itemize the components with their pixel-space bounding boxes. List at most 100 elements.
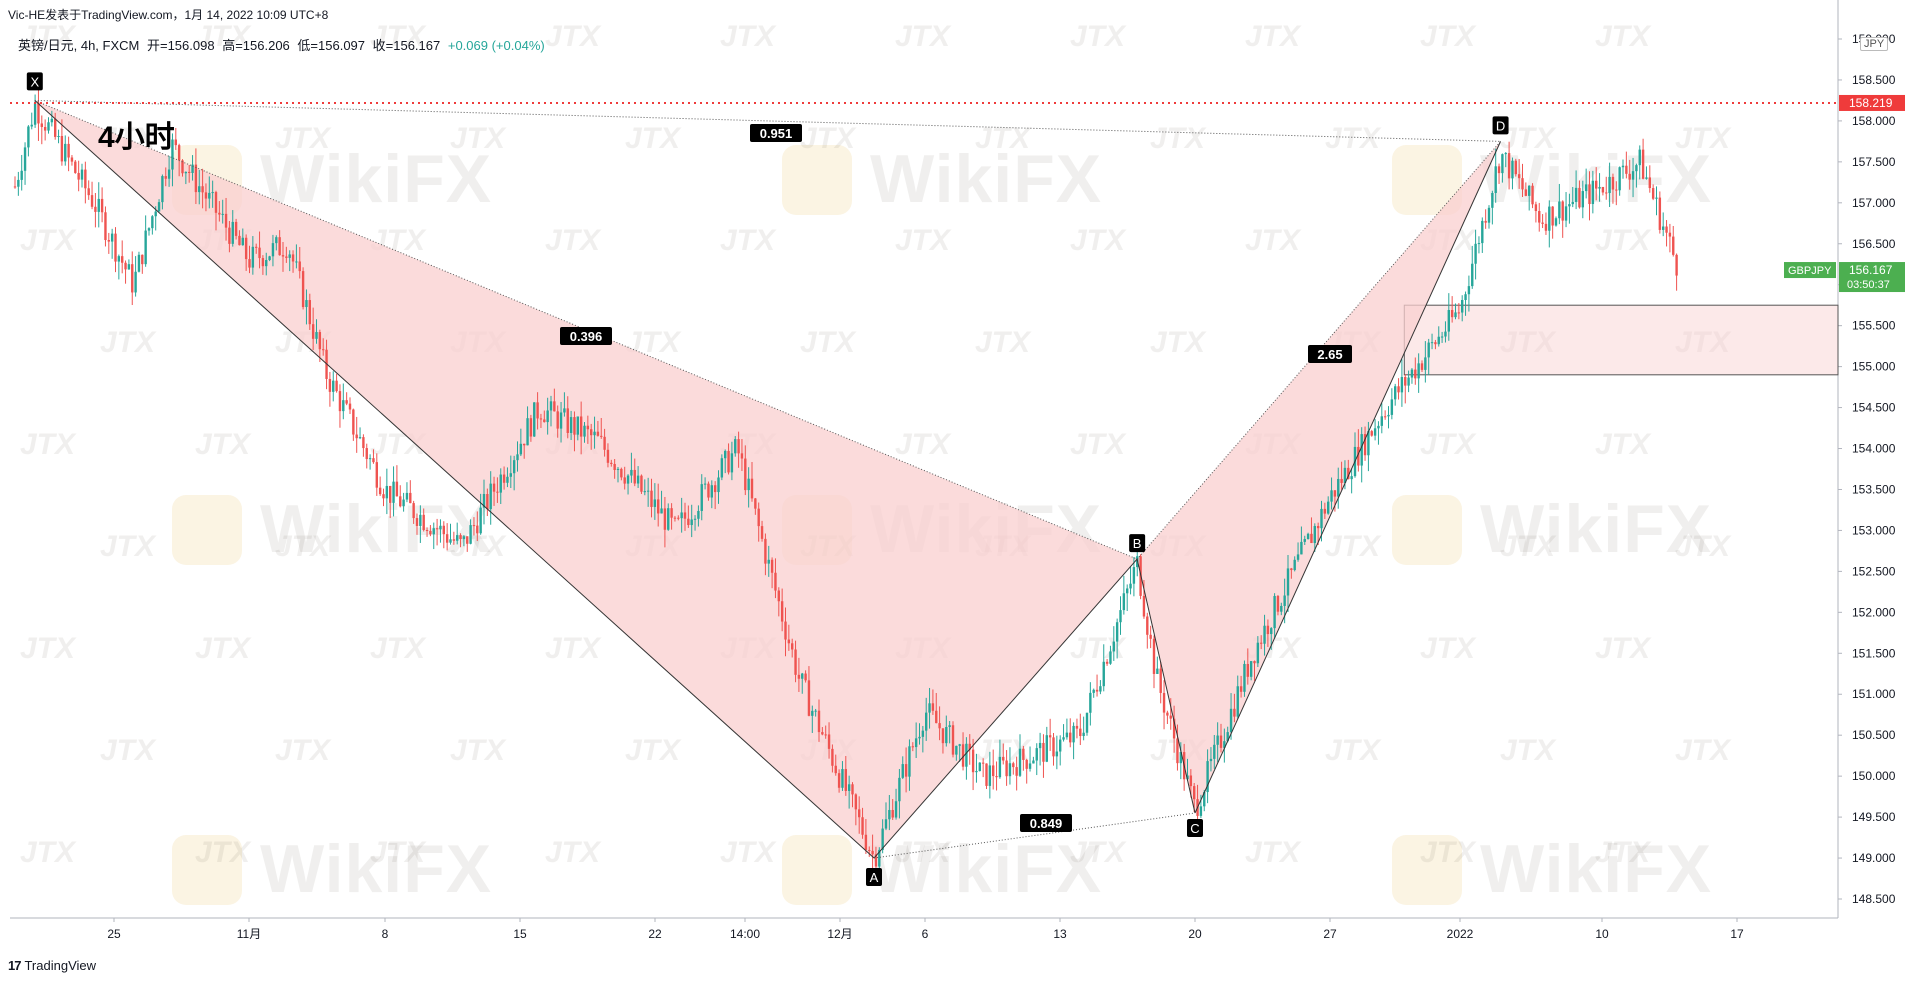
candle-body [757, 508, 760, 527]
candle-body [1424, 357, 1427, 370]
candle-body [496, 491, 499, 493]
candle-body [881, 828, 884, 850]
candle-body [1206, 761, 1209, 793]
candle-body [1072, 725, 1075, 743]
candle-body [1055, 751, 1059, 757]
candle-body [1280, 605, 1283, 612]
candle-body [777, 590, 780, 602]
candle-body [1327, 501, 1330, 514]
candle-body [104, 212, 107, 241]
candle-body [1159, 668, 1162, 693]
time-tick-label: 8 [382, 927, 389, 941]
candle-body [1038, 742, 1042, 749]
candle-body [1085, 712, 1089, 733]
time-tick-label: 10 [1595, 927, 1609, 941]
candle-body [613, 463, 616, 470]
timeframe-annotation[interactable]: 4小时 [98, 121, 175, 154]
candle-body [874, 854, 878, 867]
candle-body [630, 469, 633, 476]
candle-body [1528, 185, 1531, 196]
candle-body [596, 431, 600, 436]
price-tick-label: 155.000 [1852, 360, 1896, 374]
candle-body [512, 460, 516, 474]
candle-body [911, 746, 914, 748]
candle-body [894, 801, 898, 818]
candle-body [157, 202, 161, 212]
candle-body [1471, 263, 1474, 287]
candle-body [864, 834, 868, 850]
candle-body [1420, 363, 1424, 370]
candle-body [17, 179, 20, 187]
candle-body [1099, 686, 1102, 692]
symbol-name[interactable]: 英镑/日元, 4h, FXCM [18, 38, 140, 53]
candle-body [1531, 185, 1534, 205]
candle-body [462, 536, 466, 540]
candle-body [670, 508, 673, 518]
price-tick-label: 151.000 [1852, 687, 1896, 701]
candle-body [1631, 171, 1635, 180]
candle-body [134, 271, 137, 293]
pattern-point-d: D [1496, 118, 1505, 133]
candle-body [724, 450, 727, 459]
candle-body [198, 186, 201, 193]
candle-body [801, 673, 804, 679]
candle-body [904, 764, 908, 777]
candle-body [1474, 243, 1477, 264]
candle-body [747, 478, 750, 491]
candle-body [131, 264, 134, 293]
candle-body [261, 258, 265, 267]
candle-body [1534, 204, 1538, 212]
candle-body [1414, 369, 1417, 379]
candle-body [1447, 310, 1450, 332]
candle-body [492, 483, 496, 492]
candle-body [27, 126, 30, 148]
candle-body [358, 437, 362, 439]
candle-body [921, 730, 925, 737]
candle-body [1286, 568, 1290, 596]
candle-body [251, 246, 255, 268]
ratio-box [1020, 814, 1072, 832]
candle-body [1075, 725, 1079, 729]
candle-body [1095, 689, 1099, 692]
currency-badge[interactable]: JPY [1860, 37, 1889, 51]
candle-body [1176, 738, 1179, 764]
candle-body [1588, 184, 1591, 205]
candle-body [526, 418, 529, 446]
time-tick-label: 15 [513, 927, 527, 941]
candle-body [1179, 752, 1182, 764]
candle-body [764, 538, 767, 564]
candle-body [389, 485, 392, 503]
candle-body [248, 259, 251, 268]
candle-body [1497, 166, 1501, 174]
candle-body [1514, 160, 1517, 175]
candle-body [1223, 741, 1226, 748]
tradingview-brand[interactable]: 17 TradingView [8, 958, 96, 973]
candle-body [700, 484, 703, 511]
candle-body [1450, 310, 1454, 318]
candle-body [697, 510, 700, 519]
candle-body [1507, 153, 1511, 179]
time-tick-label: 13 [1053, 927, 1067, 941]
candle-body [429, 530, 432, 535]
price-tick-label: 149.500 [1852, 810, 1896, 824]
ratio-label: 0.849 [1030, 816, 1063, 831]
candle-body [97, 198, 100, 212]
candle-body [1635, 165, 1638, 172]
price-tick-label: 149.000 [1852, 851, 1896, 865]
candle-body [1089, 692, 1092, 713]
candle-body [335, 380, 338, 392]
candle-body [1092, 689, 1095, 693]
candle-body [355, 434, 358, 439]
candle-body [707, 483, 710, 498]
candle-body [285, 256, 288, 258]
candle-body [981, 762, 985, 764]
symbol-legend[interactable]: 英镑/日元, 4h, FXCM 开=156.098 高=156.206 低=15… [18, 35, 549, 54]
candle-body [54, 118, 57, 137]
candle-body [1608, 176, 1611, 194]
candle-body [378, 487, 382, 495]
candle-body [1397, 386, 1400, 393]
candle-body [141, 254, 144, 265]
pattern-ratio-line-xb [34, 99, 1138, 560]
